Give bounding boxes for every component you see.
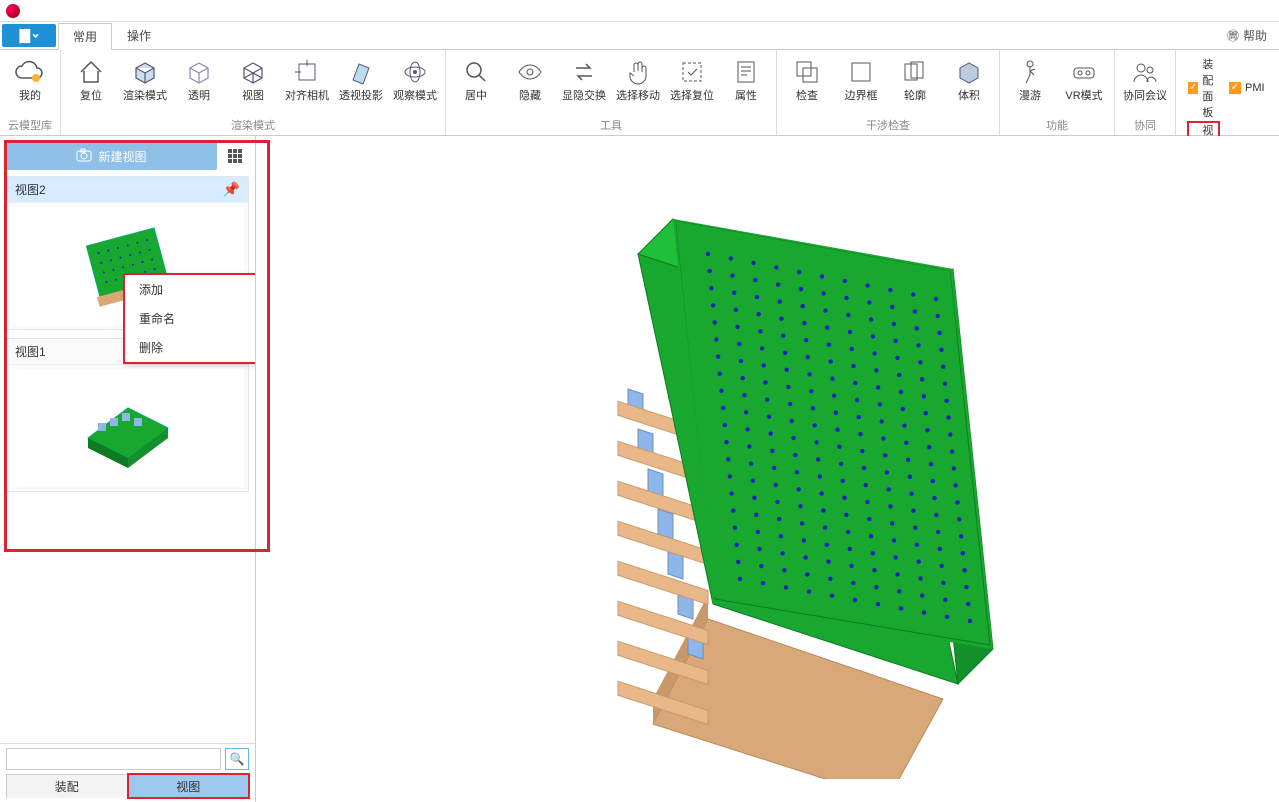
btn-observe[interactable]: 观察模式 [391,52,439,102]
group-label-render: 渲染模式 [67,115,439,135]
btn-perspective[interactable]: 透视投影 [337,52,385,102]
view-panel-body: 新建视图 视图2 📌 视图1 📌 [0,136,255,743]
properties-icon [730,56,762,88]
tab-operate[interactable]: 操作 [112,22,166,49]
checkbox-icon: ✓ [1229,82,1241,94]
menu-item-delete[interactable]: 删除 [125,333,255,362]
ribbon-group-tools: 居中 隐藏 显隐交换 选择移动 选择复位 属性 工具 [446,50,777,135]
group-label-func: 功能 [1006,115,1108,135]
help-label: 帮助 [1243,27,1267,44]
model-rendering [488,159,1048,779]
checkbox-icon: ✓ [1188,82,1198,94]
panel-footer: 🔍 装配 视图 [0,743,255,802]
ribbon-group-cloud: 我的 云模型库 [0,50,61,135]
btn-view[interactable]: 视图 [229,52,277,102]
align-camera-icon [291,56,323,88]
search-button[interactable]: 🔍 [225,748,249,770]
menu-bar: 常用 操作 ㉄ 帮助 [0,22,1279,50]
group-label-interf: 干涉检查 [783,115,993,135]
btn-rendermode[interactable]: 渲染模式 [121,52,169,102]
new-view-label: 新建视图 [98,148,146,165]
perspective-icon [345,56,377,88]
vr-icon [1068,56,1100,88]
btn-my[interactable]: 我的 [6,52,54,102]
menu-item-rename[interactable]: 重命名 [125,304,255,333]
ribbon-group-render: 复位 渲染模式 透明 视图 对齐相机 透视投影 观察模式 渲染模式 [61,50,446,135]
app-icon [6,4,20,18]
btn-roam[interactable]: 漫游 [1006,52,1054,102]
group-label-tools: 工具 [452,115,770,135]
help-link[interactable]: ㉄ 帮助 [1227,22,1279,49]
hand-icon [622,56,654,88]
group-label-collab: 协同 [1121,115,1169,135]
document-dropdown-icon [19,28,39,44]
btn-togglevis[interactable]: 显隐交换 [560,52,608,102]
view-panel: 新建视图 视图2 📌 视图1 📌 [0,136,256,802]
chk-pmi[interactable]: ✓PMI [1229,56,1267,120]
search-icon: 🔍 [230,752,245,766]
volume-cube-icon [953,56,985,88]
ribbon-group-function: 漫游 VR模式 功能 [1000,50,1115,135]
camera-icon [76,148,92,165]
cube-transparent-icon [183,56,215,88]
btn-meeting[interactable]: 协同会议 [1121,52,1169,102]
panel-tab-view[interactable]: 视图 [128,774,250,798]
walk-icon [1014,56,1046,88]
bounding-box-icon [845,56,877,88]
btn-props[interactable]: 属性 [722,52,770,102]
view-card-header[interactable]: 视图2 📌 [7,177,248,203]
btn-check[interactable]: 检查 [783,52,831,102]
context-menu: 添加 重命名 删除 [124,274,255,363]
cube-shaded-icon [129,56,161,88]
3d-viewport[interactable] [256,136,1279,802]
home-icon [75,56,107,88]
panel-tab-assembly[interactable]: 装配 [6,774,128,798]
grid-icon [227,148,243,164]
btn-transparent[interactable]: 透明 [175,52,223,102]
ribbon-group-collab: 协同会议 协同 [1115,50,1176,135]
btn-volume[interactable]: 体积 [945,52,993,102]
group-label-cloud: 云模型库 [6,115,54,135]
eye-icon [514,56,546,88]
grid-toggle-button[interactable] [221,142,249,170]
orbit-icon [399,56,431,88]
ribbon: 我的 云模型库 复位 渲染模式 透明 视图 对齐相机 透视投影 观察模式 渲染模… [0,50,1279,136]
pin-icon[interactable]: 📌 [223,181,240,198]
swap-icon [568,56,600,88]
people-icon [1129,56,1161,88]
cloud-icon [14,56,46,88]
view-card-title: 视图1 [15,343,46,360]
view-thumbnail [11,369,244,487]
workspace: 新建视图 视图2 📌 视图1 📌 [0,136,1279,802]
view-card-title: 视图2 [15,181,46,198]
tab-common[interactable]: 常用 [58,23,112,50]
search-input[interactable] [6,748,221,770]
btn-center[interactable]: 居中 [452,52,500,102]
btn-selreset[interactable]: 选择复位 [668,52,716,102]
help-icon: ㉄ [1227,27,1239,44]
ribbon-group-interference: 检查 边界框 轮廓 体积 干涉检查 [777,50,1000,135]
file-menu-button[interactable] [2,24,56,47]
new-view-button[interactable]: 新建视图 [6,142,217,170]
cube-wire-icon [237,56,269,88]
btn-outline[interactable]: 轮廓 [891,52,939,102]
ribbon-group-showhide: ✓装配面板 ✓PMI ✓视图面板 ✓测量 组面板 ✓批注 显示/隐藏 [1176,50,1279,135]
select-reset-icon [676,56,708,88]
chk-assembly-panel[interactable]: ✓装配面板 [1188,56,1219,120]
btn-selmove[interactable]: 选择移动 [614,52,662,102]
btn-aligncam[interactable]: 对齐相机 [283,52,331,102]
btn-reset[interactable]: 复位 [67,52,115,102]
outline-icon [899,56,931,88]
check-overlap-icon [791,56,823,88]
btn-hide[interactable]: 隐藏 [506,52,554,102]
magnify-icon [460,56,492,88]
btn-bbox[interactable]: 边界框 [837,52,885,102]
btn-vr[interactable]: VR模式 [1060,52,1108,102]
title-bar [0,0,1279,22]
menu-item-add[interactable]: 添加 [125,275,255,304]
